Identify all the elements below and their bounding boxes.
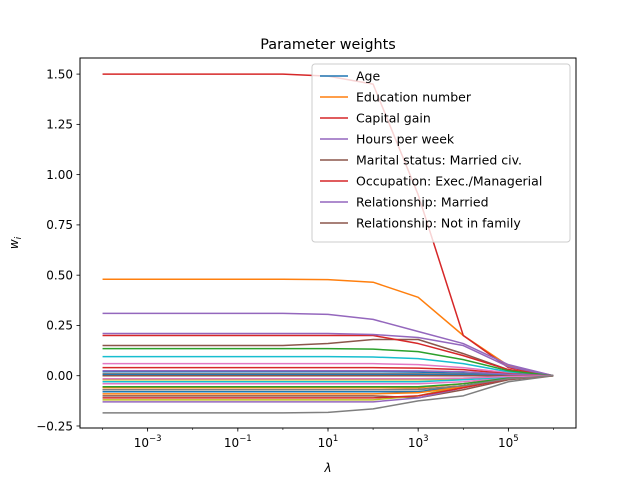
series-line-25 xyxy=(102,374,554,388)
y-tick-label-4: 0.50 xyxy=(46,268,73,282)
x-tick-label-1: 10−3 xyxy=(134,434,162,450)
x-tick-base: 10 xyxy=(318,436,333,450)
series-line-19 xyxy=(102,374,554,385)
legend-label-4: Hours per week xyxy=(356,132,455,147)
legend-label-3: Capital gain xyxy=(356,111,431,126)
y-tick-label-3: 0.25 xyxy=(46,319,73,333)
legend-label-2: Education number xyxy=(356,90,472,105)
x-tick-exponent: −3 xyxy=(149,434,162,444)
legend-label-7: Relationship: Married xyxy=(356,195,489,210)
x-tick-label-3: 101 xyxy=(318,434,339,450)
series-line-15 xyxy=(102,347,554,377)
x-tick-label-5: 105 xyxy=(498,434,519,450)
series-line-7 xyxy=(102,332,554,377)
series-line-10 xyxy=(102,374,554,414)
series-line-12 xyxy=(102,355,554,377)
y-axis-label-subscript: i xyxy=(14,236,24,239)
series-line-27 xyxy=(102,369,554,377)
legend-label-8: Relationship: Not in family xyxy=(356,216,521,231)
x-tick-exponent: 5 xyxy=(513,434,518,444)
legend: Age Education number Capital gain Hours per… xyxy=(311,63,571,243)
y-tick-label-8: 1.50 xyxy=(46,67,73,81)
x-tick-base: 10 xyxy=(498,436,513,450)
x-tick-base: 10 xyxy=(134,436,149,450)
x-tick-exponent: 3 xyxy=(423,434,428,444)
legend-box xyxy=(311,63,571,243)
series-line-29 xyxy=(102,374,554,380)
series-layer xyxy=(102,73,554,414)
legend-label-1: Age xyxy=(356,69,380,84)
series-line-26 xyxy=(102,374,554,399)
x-axis: 10−3 10−1 101 103 105 xyxy=(102,428,554,450)
series-line-8 xyxy=(102,374,554,399)
x-tick-label-4: 103 xyxy=(408,434,429,450)
legend-label-6: Occupation: Exec./Managerial xyxy=(356,174,542,189)
legend-label-5: Marital status: Married civ. xyxy=(356,153,522,168)
x-tick-base: 10 xyxy=(408,436,423,450)
series-line-6 xyxy=(102,334,554,377)
y-tick-label-7: 1.25 xyxy=(46,118,73,132)
x-tick-exponent: 1 xyxy=(333,434,338,444)
series-line-4 xyxy=(102,312,554,377)
series-line-5 xyxy=(102,338,554,377)
y-tick-label-2: 0.00 xyxy=(46,369,73,383)
x-tick-label-2: 10−1 xyxy=(224,434,252,450)
x-tick-exponent: −1 xyxy=(239,434,252,444)
y-tick-label-6: 1.00 xyxy=(46,168,73,182)
y-axis: −0.25 0.00 0.25 0.50 0.75 1.00 1.25 1.50 xyxy=(36,67,80,433)
series-line-16 xyxy=(102,366,554,377)
series-line-9 xyxy=(102,362,554,377)
y-axis-label: wi xyxy=(7,236,24,249)
x-tick-base: 10 xyxy=(224,436,239,450)
series-line-22 xyxy=(102,374,554,383)
y-tick-label-1: −0.25 xyxy=(36,419,73,433)
series-line-30 xyxy=(102,374,554,391)
y-axis-label-main: w xyxy=(7,239,21,249)
y-tick-label-5: 0.75 xyxy=(46,218,73,232)
x-axis-label: λ xyxy=(323,461,331,475)
chart-title: Parameter weights xyxy=(260,37,395,53)
